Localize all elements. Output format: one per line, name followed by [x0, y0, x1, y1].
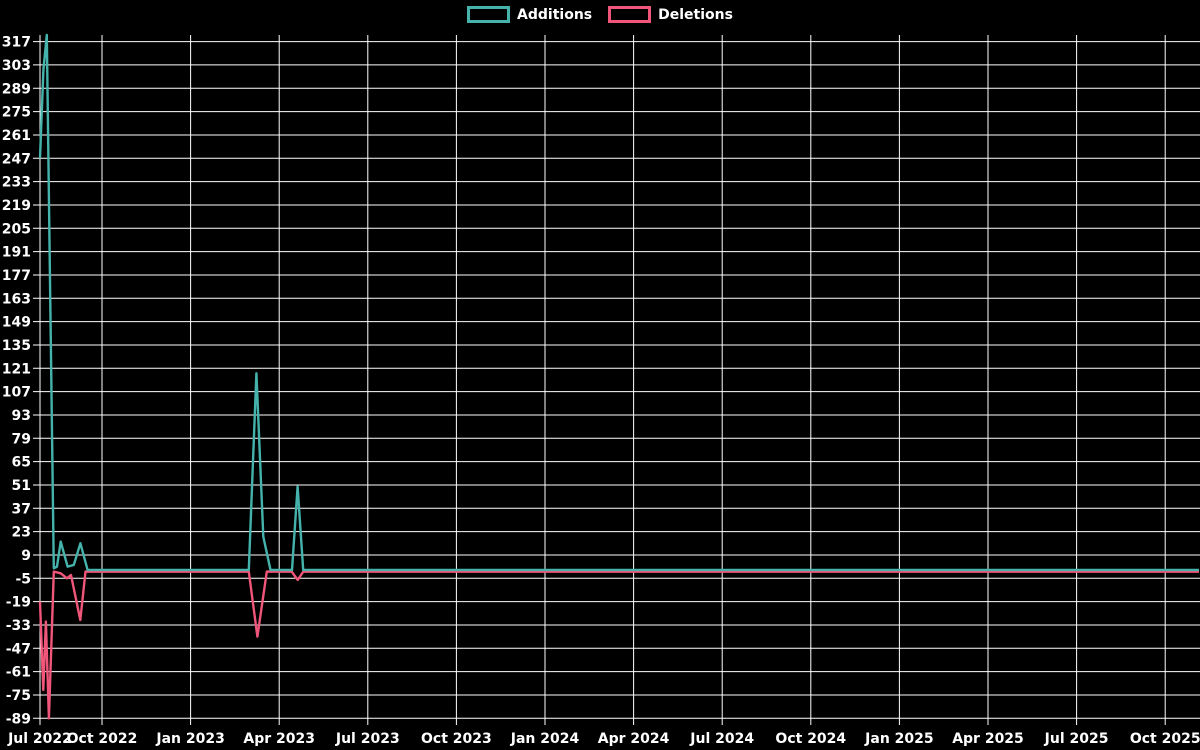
- x-axis-tick-label: Apr 2025: [952, 731, 1024, 747]
- x-axis-tick-label: Jan 2024: [510, 731, 580, 747]
- x-axis-tick-label: Jan 2025: [864, 731, 933, 747]
- y-axis-tick-label: 163: [2, 291, 31, 307]
- deletions-swatch-icon: [608, 6, 652, 23]
- x-axis-tick-label: Oct 2024: [775, 731, 846, 747]
- y-axis-tick-label: -61: [6, 665, 31, 681]
- y-axis-tick-label: 121: [2, 361, 31, 377]
- legend-item-additions[interactable]: Additions: [467, 6, 592, 23]
- y-axis-tick-label: 51: [12, 478, 31, 494]
- deletions-legend-label: Deletions: [658, 6, 733, 23]
- y-axis-tick-label: 37: [12, 501, 31, 517]
- y-axis-tick-label: 247: [2, 151, 31, 167]
- y-axis-tick-label: 9: [21, 548, 31, 564]
- legend-item-deletions[interactable]: Deletions: [608, 6, 733, 23]
- x-axis-tick-label: Apr 2024: [598, 731, 670, 747]
- additions-legend-label: Additions: [517, 6, 593, 23]
- x-axis-tick-label: Jul 2025: [1044, 731, 1109, 747]
- chart-legend: Additions Deletions: [0, 6, 1200, 23]
- y-axis-tick-label: -5: [15, 571, 31, 587]
- y-axis-tick-label: -19: [6, 595, 31, 611]
- x-axis-tick-label: Jul 2022: [7, 731, 72, 747]
- x-axis-tick-label: Oct 2022: [67, 731, 138, 747]
- y-axis-tick-label: 135: [2, 338, 31, 354]
- y-axis-tick-label: -33: [6, 618, 31, 634]
- x-axis-tick-label: Oct 2025: [1130, 731, 1200, 747]
- y-axis-tick-label: 317: [2, 35, 31, 51]
- y-axis-tick-label: 219: [2, 198, 31, 214]
- x-axis-tick-label: Jan 2023: [155, 731, 224, 747]
- x-axis-tick-label: Jul 2023: [335, 731, 400, 747]
- y-axis-tick-label: -47: [6, 641, 31, 657]
- y-axis-tick-label: 191: [2, 245, 31, 261]
- x-axis-tick-label: Jul 2024: [689, 731, 754, 747]
- x-axis-tick-label: Apr 2023: [243, 731, 315, 747]
- deletions-line: [38, 570, 1199, 720]
- x-axis-tick-label: Oct 2023: [421, 731, 492, 747]
- y-axis-tick-label: 233: [2, 175, 31, 191]
- y-axis-tick-label: 275: [2, 105, 31, 121]
- y-axis-tick-label: 149: [2, 315, 31, 331]
- y-axis-tick-label: -89: [6, 711, 31, 727]
- y-axis-tick-label: 23: [12, 525, 31, 541]
- additions-line: [38, 33, 1199, 572]
- y-axis-tick-label: 289: [2, 81, 31, 97]
- y-axis-tick-label: 177: [2, 268, 31, 284]
- y-axis-tick-label: 303: [2, 58, 31, 74]
- additions-swatch-icon: [467, 6, 511, 23]
- y-axis-tick-label: 93: [12, 408, 31, 424]
- y-axis-tick-label: 107: [2, 385, 31, 401]
- y-axis-tick-label: 261: [2, 128, 31, 144]
- y-axis-tick-label: -75: [6, 688, 31, 704]
- y-axis-tick-label: 65: [12, 455, 31, 471]
- y-axis-tick-label: 79: [12, 431, 31, 447]
- y-axis-tick-label: 205: [2, 221, 31, 237]
